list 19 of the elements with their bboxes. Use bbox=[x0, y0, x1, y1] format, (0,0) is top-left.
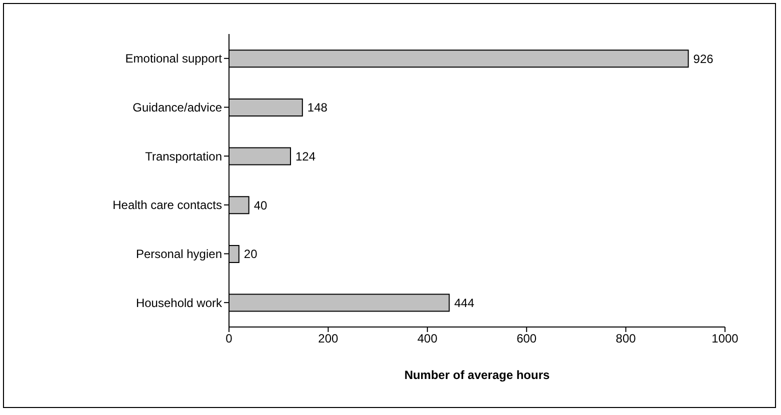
y-tick-label: Personal hygien bbox=[136, 247, 222, 262]
y-tick-label: Emotional support bbox=[125, 52, 223, 66]
data-label: 148 bbox=[307, 100, 328, 115]
data-label: 124 bbox=[296, 150, 316, 164]
x-tick-label: 1000 bbox=[712, 332, 739, 346]
x-tick-label: 800 bbox=[616, 332, 636, 346]
data-label: 40 bbox=[254, 198, 268, 212]
x-tick-label: 200 bbox=[318, 332, 339, 346]
data-label: 444 bbox=[454, 296, 475, 310]
y-tick-label: Transportation bbox=[145, 149, 222, 164]
y-tick-label: Guidance/advice bbox=[132, 100, 222, 115]
x-tick-label: 600 bbox=[516, 332, 537, 346]
x-tick-label: 400 bbox=[417, 332, 438, 346]
x-axis-title: Number of average hours bbox=[404, 368, 550, 382]
x-tick-label: 0 bbox=[226, 332, 233, 346]
data-label: 926 bbox=[693, 52, 714, 66]
y-tick-label: Health care contacts bbox=[112, 198, 222, 212]
data-label: 20 bbox=[244, 247, 258, 262]
y-tick-label: Household work bbox=[136, 296, 223, 310]
